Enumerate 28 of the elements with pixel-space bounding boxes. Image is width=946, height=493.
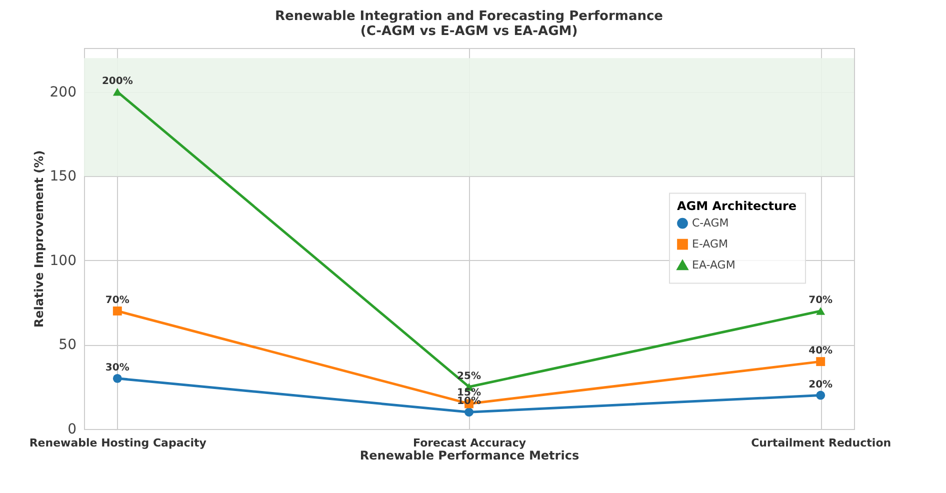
y-tick-label: 50 — [58, 337, 76, 354]
point — [816, 390, 826, 400]
x-tick-label: Renewable Hosting Capacity — [29, 436, 206, 450]
data-label: 70% — [105, 294, 130, 306]
y-tick-label: 200 — [50, 84, 76, 100]
data-label: 40% — [808, 346, 833, 357]
point — [464, 408, 474, 417]
y-axis-title: Relative Improvement (%) — [32, 150, 46, 328]
y-tick-label: 0 — [68, 422, 76, 438]
point — [112, 306, 122, 316]
point — [816, 307, 826, 315]
y-tick-label: 100 — [50, 252, 76, 269]
data-label: 20% — [808, 379, 833, 390]
point — [112, 374, 122, 383]
legend-label: E-AGM — [692, 237, 728, 250]
legend-label: EA-AGM — [692, 258, 736, 272]
legend-title: AGM Architecture — [677, 198, 797, 213]
data-label: 200% — [102, 76, 133, 87]
data-label: 30% — [105, 362, 130, 374]
chart-title: Renewable Integration and Forecasting Performance (C-AGM vs E-AGM vs EA-AGM) — [275, 9, 664, 39]
x-axis-title: Renewable Performance Metrics — [360, 448, 580, 462]
legend-label: C-AGM — [692, 216, 729, 230]
x-tick-label: Curtailment Reduction — [751, 436, 892, 450]
point — [816, 357, 826, 366]
data-label: 25% — [457, 370, 481, 382]
x-tick-label: Forecast Accuracy — [412, 436, 526, 450]
y-tick-label: 150 — [50, 168, 76, 185]
data-label: 70% — [808, 294, 833, 306]
